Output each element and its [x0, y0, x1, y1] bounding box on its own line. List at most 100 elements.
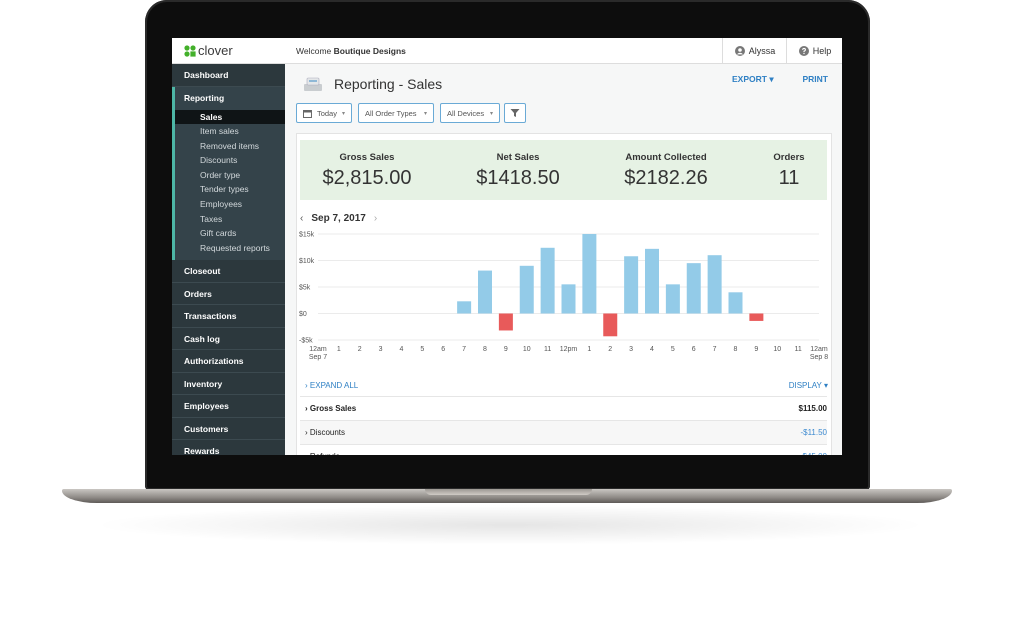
help-icon	[798, 46, 809, 56]
summary-panel: Gross Sales $2,815.00 Net Sales $1418.50 Amo…	[300, 140, 827, 200]
nav-item[interactable]: Authorizations	[172, 350, 285, 373]
register-icon	[304, 77, 322, 91]
prev-day[interactable]: ‹	[300, 213, 304, 224]
detail-row[interactable]: › Discounts -$11.50	[300, 420, 827, 445]
x-tick-label: 12pm	[560, 346, 578, 353]
bar	[457, 301, 472, 314]
filter-label: Today	[316, 108, 337, 118]
filter-dropdown[interactable]: All Order Types ▾	[358, 103, 434, 123]
nav-subitem-active[interactable]: Sales	[175, 109, 285, 125]
nav-item[interactable]: Closeout	[172, 260, 285, 283]
x-tick-label: 12am	[810, 346, 828, 353]
caret: ▾	[341, 110, 345, 117]
x-tick-label: 3	[379, 346, 383, 353]
x-tick-label: 9	[754, 346, 758, 353]
nav-group: Reporting Sales Item sales Removed items Dis…	[172, 86, 285, 261]
x-tick-label: 7	[462, 346, 466, 353]
calendar-icon	[303, 109, 312, 118]
nav-item[interactable]: Employees	[172, 395, 285, 418]
nav-subitem[interactable]: Gift cards	[200, 228, 237, 239]
y-tick-label: $5k	[299, 285, 311, 292]
x-tick-label: 11	[544, 346, 551, 353]
business-name: Boutique Designs	[333, 46, 406, 56]
bar	[707, 255, 722, 314]
nav-subitem[interactable]: Removed items	[200, 140, 260, 151]
x-tick-label: 3	[629, 346, 633, 353]
logo-text: clover	[198, 43, 233, 58]
detail-row[interactable]: › Gross Sales $115.00	[300, 396, 827, 421]
nav-subitem[interactable]: Employees	[200, 199, 243, 210]
nav-subitem[interactable]: Tender types	[200, 184, 249, 195]
expand-all[interactable]: › EXPAND ALL	[305, 381, 359, 390]
print-button[interactable]: PRINT	[802, 74, 829, 84]
user-name: Alyssa	[748, 46, 776, 56]
row-label: › Refunds	[305, 452, 340, 455]
filter-button[interactable]	[504, 103, 526, 123]
nav-item[interactable]: Reporting	[184, 92, 225, 103]
metric-label: Gross Sales	[339, 152, 395, 163]
caret: ▾	[423, 110, 427, 117]
next-day[interactable]: ›	[373, 213, 378, 224]
row-label-text: Gross Sales	[309, 404, 357, 413]
caret: ▾	[489, 110, 493, 117]
x-sublabel: Sep 7	[309, 354, 327, 361]
row-value: -$11.50	[800, 428, 827, 437]
x-tick-label: 9	[504, 346, 508, 353]
y-tick-label: $10k	[299, 258, 315, 265]
nav-item[interactable]: Transactions	[172, 305, 285, 328]
nav-item[interactable]: Customers	[172, 418, 285, 441]
filter-dropdown[interactable]: All Devices ▾	[440, 103, 500, 123]
x-tick-label: 1	[587, 346, 591, 353]
expand-all-text: EXPAND ALL	[309, 381, 359, 390]
detail-row[interactable]: › Refunds -$45.00	[300, 444, 827, 455]
nav-subitem[interactable]: Order type	[200, 169, 241, 180]
nav-subitem[interactable]: Taxes	[200, 213, 223, 224]
nav-item[interactable]: Inventory	[172, 373, 285, 396]
display-text: DISPLAY	[788, 381, 822, 390]
bar	[498, 313, 513, 331]
nav-subitem[interactable]: Item sales	[200, 126, 239, 137]
nav-item[interactable]: Dashboard	[172, 64, 285, 87]
x-tick-label: 8	[734, 346, 738, 353]
x-tick-label: 4	[400, 346, 404, 353]
nav-subitem[interactable]: Discounts	[200, 155, 238, 166]
metric-label: Net Sales	[496, 152, 540, 163]
top-bar	[172, 38, 842, 64]
help-text: Help	[812, 46, 832, 56]
row-value: -$45.00	[800, 452, 827, 455]
welcome-text: Welcome	[296, 46, 332, 56]
nav-item[interactable]: Cash log	[172, 328, 285, 351]
help-menu[interactable]: Help	[786, 38, 842, 64]
export-button[interactable]: EXPORT ▾	[732, 74, 774, 84]
y-tick-label: $15k	[299, 232, 315, 239]
bar	[665, 284, 680, 314]
logo-icon	[184, 45, 196, 57]
actions: EXPORT ▾ PRINT	[732, 74, 828, 85]
screen: clover Welcome Boutique Designs Alyssa H…	[172, 38, 842, 455]
nav-subitem[interactable]: Requested reports	[200, 242, 270, 253]
x-tick-label: 8	[483, 346, 487, 353]
summary-metric: Amount Collected $2182.26	[596, 140, 736, 200]
laptop-shadow	[90, 505, 930, 545]
metric-value: $1418.50	[476, 167, 560, 189]
x-tick-label: 11	[794, 346, 801, 353]
x-tick-label: 4	[650, 346, 654, 353]
bar	[645, 248, 659, 314]
date-nav: ‹ Sep 7, 2017 ›	[300, 213, 377, 224]
nav-item[interactable]: Orders	[172, 283, 285, 306]
bar	[686, 263, 701, 314]
x-sublabel: Sep 8	[810, 354, 828, 361]
user-menu[interactable]: Alyssa	[722, 38, 787, 64]
bar	[749, 313, 764, 321]
x-tick-label: 6	[692, 346, 696, 353]
nav-item[interactable]: Rewards	[172, 440, 285, 455]
row-label-text: Refunds	[310, 452, 340, 455]
filter-dropdown[interactable]: Today ▾	[296, 103, 352, 123]
display-menu[interactable]: DISPLAY ▾	[788, 381, 828, 390]
sidebar: Dashboard Reporting Sales Item sales Removed…	[172, 64, 285, 455]
metric-label: Orders	[773, 152, 805, 163]
row-value: $115.00	[798, 404, 827, 413]
metric-value: $2,815.00	[322, 167, 412, 189]
x-tick-label: 12am	[309, 346, 327, 353]
